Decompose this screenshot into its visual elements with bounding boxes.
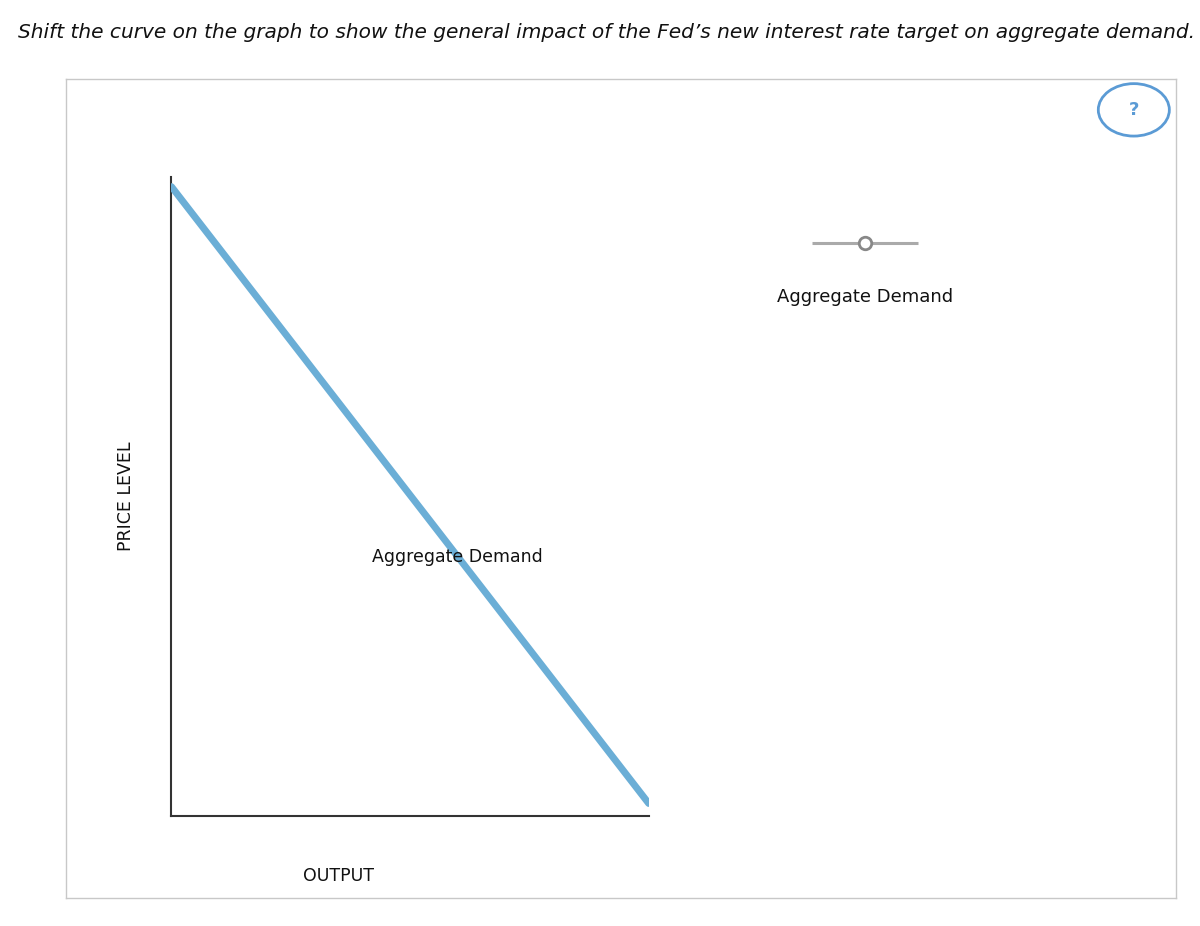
Text: OUTPUT: OUTPUT xyxy=(304,867,374,885)
Text: Aggregate Demand: Aggregate Demand xyxy=(778,288,953,306)
Circle shape xyxy=(1098,83,1169,136)
Text: Shift the curve on the graph to show the general impact of the Fed’s new interes: Shift the curve on the graph to show the… xyxy=(18,23,1195,43)
Text: ?: ? xyxy=(1129,101,1139,119)
Text: Aggregate Demand: Aggregate Demand xyxy=(372,548,542,566)
Text: PRICE LEVEL: PRICE LEVEL xyxy=(116,442,134,551)
